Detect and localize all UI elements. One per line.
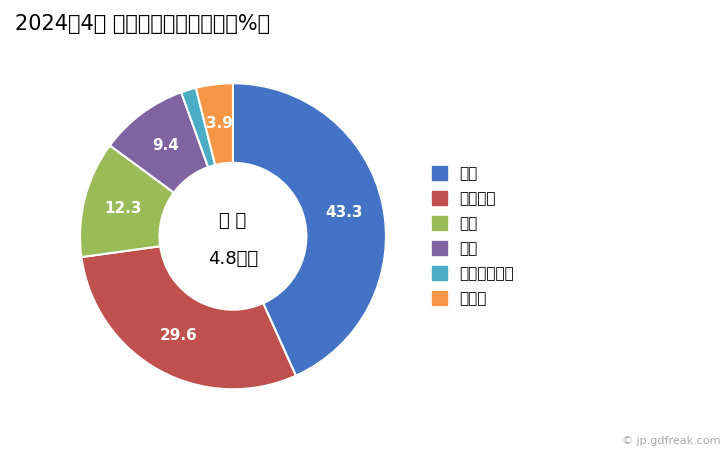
Wedge shape <box>181 88 215 167</box>
Text: 3.9: 3.9 <box>206 117 232 131</box>
Legend: 米国, オランダ, 中国, 台湾, シンガポール, その他: 米国, オランダ, 中国, 台湾, シンガポール, その他 <box>432 166 514 306</box>
Text: © jp.gdfreak.com: © jp.gdfreak.com <box>622 436 721 446</box>
Text: 9.4: 9.4 <box>152 138 179 153</box>
Text: 4.8億円: 4.8億円 <box>208 250 258 268</box>
Text: 29.6: 29.6 <box>159 328 197 343</box>
Text: 総 額: 総 額 <box>219 212 247 230</box>
Wedge shape <box>233 83 386 376</box>
Text: 2024年4月 輸出相手国のシェア（%）: 2024年4月 輸出相手国のシェア（%） <box>15 14 269 33</box>
Wedge shape <box>80 145 174 257</box>
Text: 43.3: 43.3 <box>325 205 363 220</box>
Text: 12.3: 12.3 <box>105 201 142 216</box>
Wedge shape <box>82 246 296 389</box>
Wedge shape <box>196 83 233 165</box>
Wedge shape <box>110 92 208 193</box>
